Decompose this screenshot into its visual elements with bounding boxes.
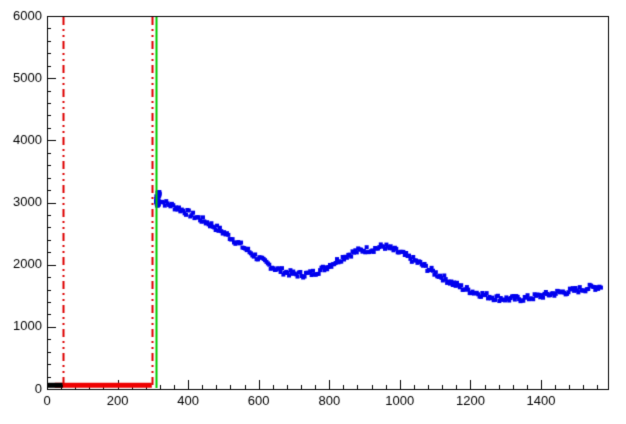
chart-canvas [0,0,626,424]
chart-figure [0,0,626,424]
